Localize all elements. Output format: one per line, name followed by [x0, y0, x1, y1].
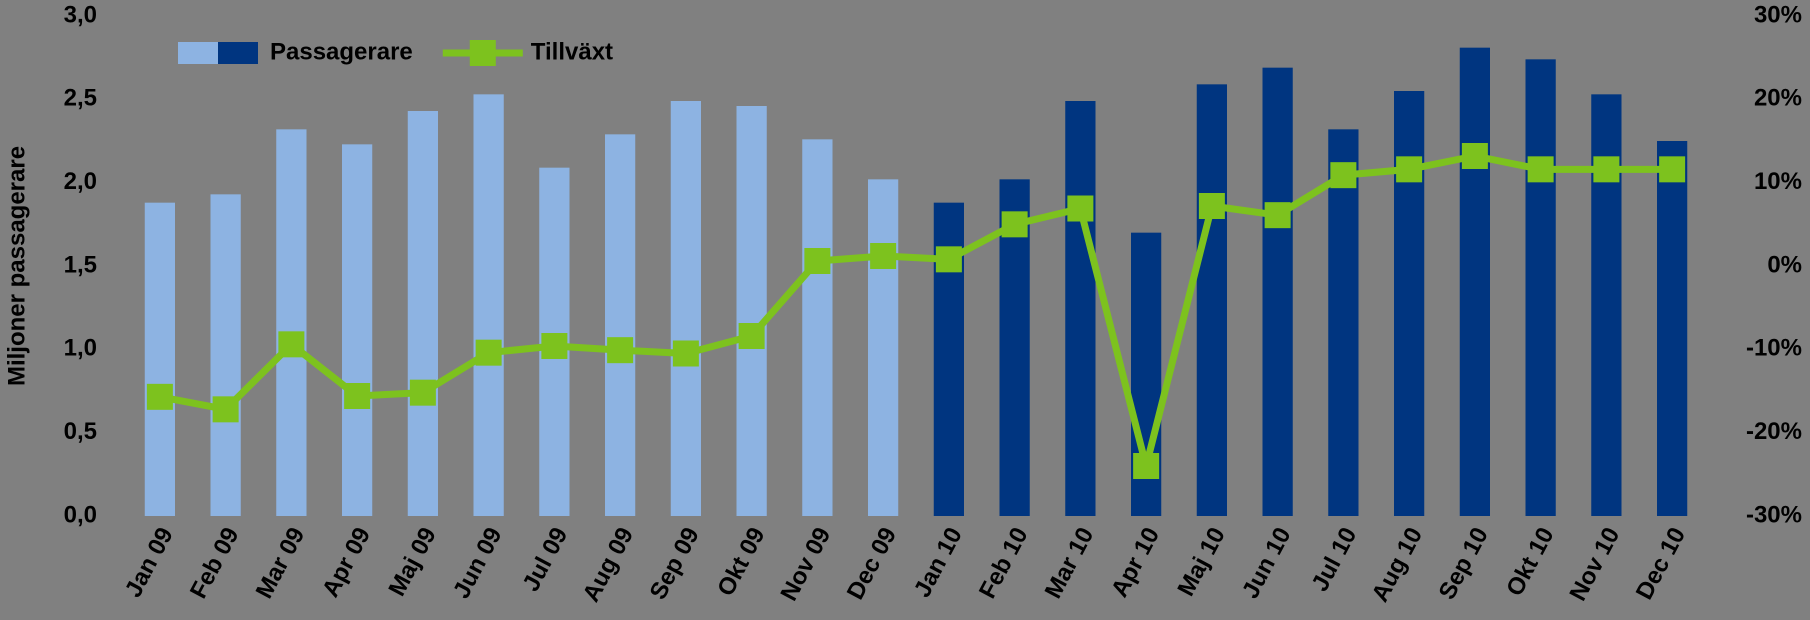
y2-tick-label: 30%	[1754, 1, 1802, 28]
legend-swatch	[178, 42, 218, 64]
line-marker	[804, 248, 831, 274]
y-tick-label: 1,0	[64, 335, 97, 362]
legend-label: Passagerare	[270, 38, 413, 65]
line-marker	[475, 339, 502, 366]
bar	[1657, 141, 1688, 516]
bar	[407, 111, 438, 516]
bar	[1065, 101, 1096, 516]
y-tick-label: 3,0	[64, 1, 97, 28]
bar	[670, 101, 701, 516]
line-marker	[409, 379, 436, 406]
line-marker	[672, 340, 699, 367]
y2-tick-label: 20%	[1754, 85, 1802, 112]
line-marker	[278, 331, 305, 358]
bar	[1328, 129, 1359, 517]
bar	[1196, 84, 1227, 516]
y-tick-label: 0,5	[64, 418, 97, 445]
y-tick-label: 1,5	[64, 251, 97, 278]
y2-tick-label: -30%	[1746, 501, 1802, 528]
line-marker	[607, 337, 634, 364]
line-marker	[1527, 156, 1554, 183]
bar	[1459, 47, 1490, 517]
line-marker	[1659, 156, 1686, 183]
bar	[605, 134, 636, 517]
bar	[276, 129, 307, 517]
y-tick-label: 2,0	[64, 168, 97, 195]
line-marker	[1593, 156, 1620, 183]
bar	[736, 106, 767, 516]
line-marker	[935, 246, 962, 273]
bar	[1262, 67, 1293, 517]
line-marker	[1264, 202, 1291, 229]
line-marker	[1396, 156, 1423, 183]
bar	[342, 144, 373, 517]
y-axis-label: Miljoner passagerare	[3, 146, 30, 386]
line-marker	[344, 383, 371, 409]
line-marker	[1133, 453, 1160, 479]
bar	[1525, 59, 1556, 516]
y2-tick-label: 0%	[1767, 251, 1802, 278]
line-marker	[1330, 162, 1357, 189]
legend-marker	[469, 40, 496, 66]
y-tick-label: 0,0	[64, 501, 97, 528]
line-marker	[1198, 193, 1225, 219]
y2-tick-label: 10%	[1754, 168, 1802, 195]
bar	[210, 194, 241, 517]
bar	[144, 202, 175, 516]
bar	[1394, 91, 1425, 516]
line-marker	[212, 396, 239, 423]
bar	[802, 139, 833, 517]
line-marker	[1001, 211, 1028, 238]
y2-tick-label: -10%	[1746, 335, 1802, 362]
line-marker	[1067, 195, 1094, 222]
line-marker	[870, 243, 897, 269]
line-marker	[738, 323, 765, 349]
legend-swatch	[218, 42, 258, 64]
legend-label: Tillväxt	[531, 38, 613, 65]
line-marker	[146, 383, 173, 410]
line-marker	[1461, 143, 1488, 169]
bar	[868, 179, 899, 517]
y-tick-label: 2,5	[64, 85, 97, 112]
y2-tick-label: -20%	[1746, 418, 1802, 445]
line-marker	[541, 333, 568, 359]
bar	[473, 94, 504, 516]
